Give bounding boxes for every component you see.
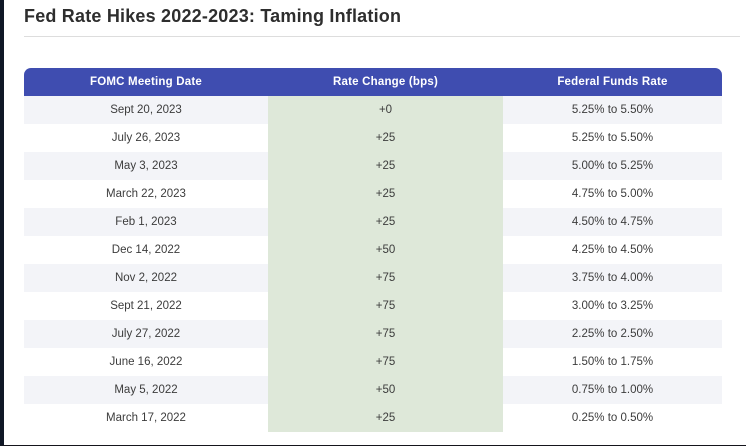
- cell-funds-rate: 4.50% to 4.75%: [503, 208, 722, 236]
- cell-funds-rate: 4.75% to 5.00%: [503, 180, 722, 208]
- table-row: June 16, 2022 +75 1.50% to 1.75%: [24, 348, 722, 376]
- cell-meeting-date: July 26, 2023: [24, 124, 268, 152]
- title-divider: [24, 36, 740, 37]
- table-row: March 17, 2022 +25 0.25% to 0.50%: [24, 404, 722, 432]
- cell-rate-change: +25: [268, 152, 503, 180]
- cell-meeting-date: July 27, 2022: [24, 320, 268, 348]
- cell-rate-change: +25: [268, 124, 503, 152]
- table-row: May 5, 2022 +50 0.75% to 1.00%: [24, 376, 722, 404]
- table-row: Feb 1, 2023 +25 4.50% to 4.75%: [24, 208, 722, 236]
- table-row: Dec 14, 2022 +50 4.25% to 4.50%: [24, 236, 722, 264]
- cell-meeting-date: Nov 2, 2022: [24, 264, 268, 292]
- cell-funds-rate: 3.75% to 4.00%: [503, 264, 722, 292]
- cell-rate-change: +50: [268, 236, 503, 264]
- table-row: July 26, 2023 +25 5.25% to 5.50%: [24, 124, 722, 152]
- cell-meeting-date: March 17, 2022: [24, 404, 268, 432]
- page-title: Fed Rate Hikes 2022-2023: Taming Inflati…: [24, 6, 402, 26]
- cell-meeting-date: Sept 20, 2023: [24, 96, 268, 124]
- cell-meeting-date: May 5, 2022: [24, 376, 268, 404]
- cell-meeting-date: Sept 21, 2022: [24, 292, 268, 320]
- cell-funds-rate: 5.00% to 5.25%: [503, 152, 722, 180]
- cell-funds-rate: 5.25% to 5.50%: [503, 124, 722, 152]
- table-row: Nov 2, 2022 +75 3.75% to 4.00%: [24, 264, 722, 292]
- cell-rate-change: +25: [268, 404, 503, 432]
- col-header-funds-rate: Federal Funds Rate: [503, 68, 722, 96]
- cell-meeting-date: June 16, 2022: [24, 348, 268, 376]
- cell-meeting-date: May 3, 2023: [24, 152, 268, 180]
- cell-funds-rate: 2.25% to 2.50%: [503, 320, 722, 348]
- cell-funds-rate: 0.75% to 1.00%: [503, 376, 722, 404]
- table-row: Sept 21, 2022 +75 3.00% to 3.25%: [24, 292, 722, 320]
- cell-rate-change: +50: [268, 376, 503, 404]
- table-row: May 3, 2023 +25 5.00% to 5.25%: [24, 152, 722, 180]
- cell-rate-change: +25: [268, 208, 503, 236]
- cell-rate-change: +75: [268, 348, 503, 376]
- table-row: March 22, 2023 +25 4.75% to 5.00%: [24, 180, 722, 208]
- cell-funds-rate: 4.25% to 4.50%: [503, 236, 722, 264]
- cell-rate-change: +75: [268, 264, 503, 292]
- table-header-row: FOMC Meeting Date Rate Change (bps) Fede…: [24, 68, 722, 96]
- col-header-meeting-date: FOMC Meeting Date: [24, 68, 268, 96]
- cell-funds-rate: 3.00% to 3.25%: [503, 292, 722, 320]
- cell-meeting-date: Dec 14, 2022: [24, 236, 268, 264]
- cell-rate-change: +25: [268, 180, 503, 208]
- table-row: Sept 20, 2023 +0 5.25% to 5.50%: [24, 96, 722, 124]
- col-header-rate-change: Rate Change (bps): [268, 68, 503, 96]
- cell-rate-change: +0: [268, 96, 503, 124]
- cell-rate-change: +75: [268, 320, 503, 348]
- cell-funds-rate: 5.25% to 5.50%: [503, 96, 722, 124]
- cell-funds-rate: 1.50% to 1.75%: [503, 348, 722, 376]
- cell-meeting-date: March 22, 2023: [24, 180, 268, 208]
- cell-rate-change: +75: [268, 292, 503, 320]
- table-row: July 27, 2022 +75 2.25% to 2.50%: [24, 320, 722, 348]
- cell-meeting-date: Feb 1, 2023: [24, 208, 268, 236]
- fed-rate-table: FOMC Meeting Date Rate Change (bps) Fede…: [24, 68, 722, 432]
- cell-funds-rate: 0.25% to 0.50%: [503, 404, 722, 432]
